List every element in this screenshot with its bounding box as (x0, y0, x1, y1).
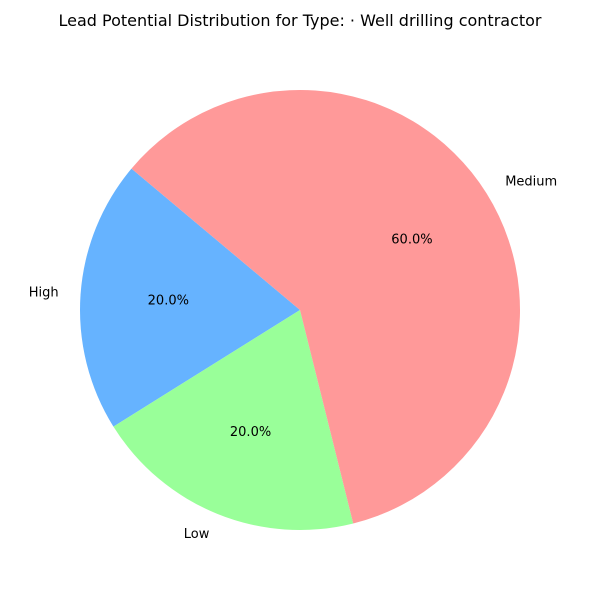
pie-slice-medium (131, 90, 520, 524)
slice-percent-label: 20.0% (230, 425, 271, 440)
pie-slice-low (113, 310, 354, 531)
slice-percent-label: 60.0% (391, 233, 432, 248)
pie-slice-high (80, 168, 301, 427)
slice-category-label: Low (184, 527, 210, 542)
slice-percent-label: 20.0% (148, 293, 189, 308)
slice-category-label: High (29, 286, 59, 301)
slice-category-label: Medium (505, 174, 557, 189)
chart-title: Lead Potential Distribution for Type: · … (58, 11, 542, 30)
